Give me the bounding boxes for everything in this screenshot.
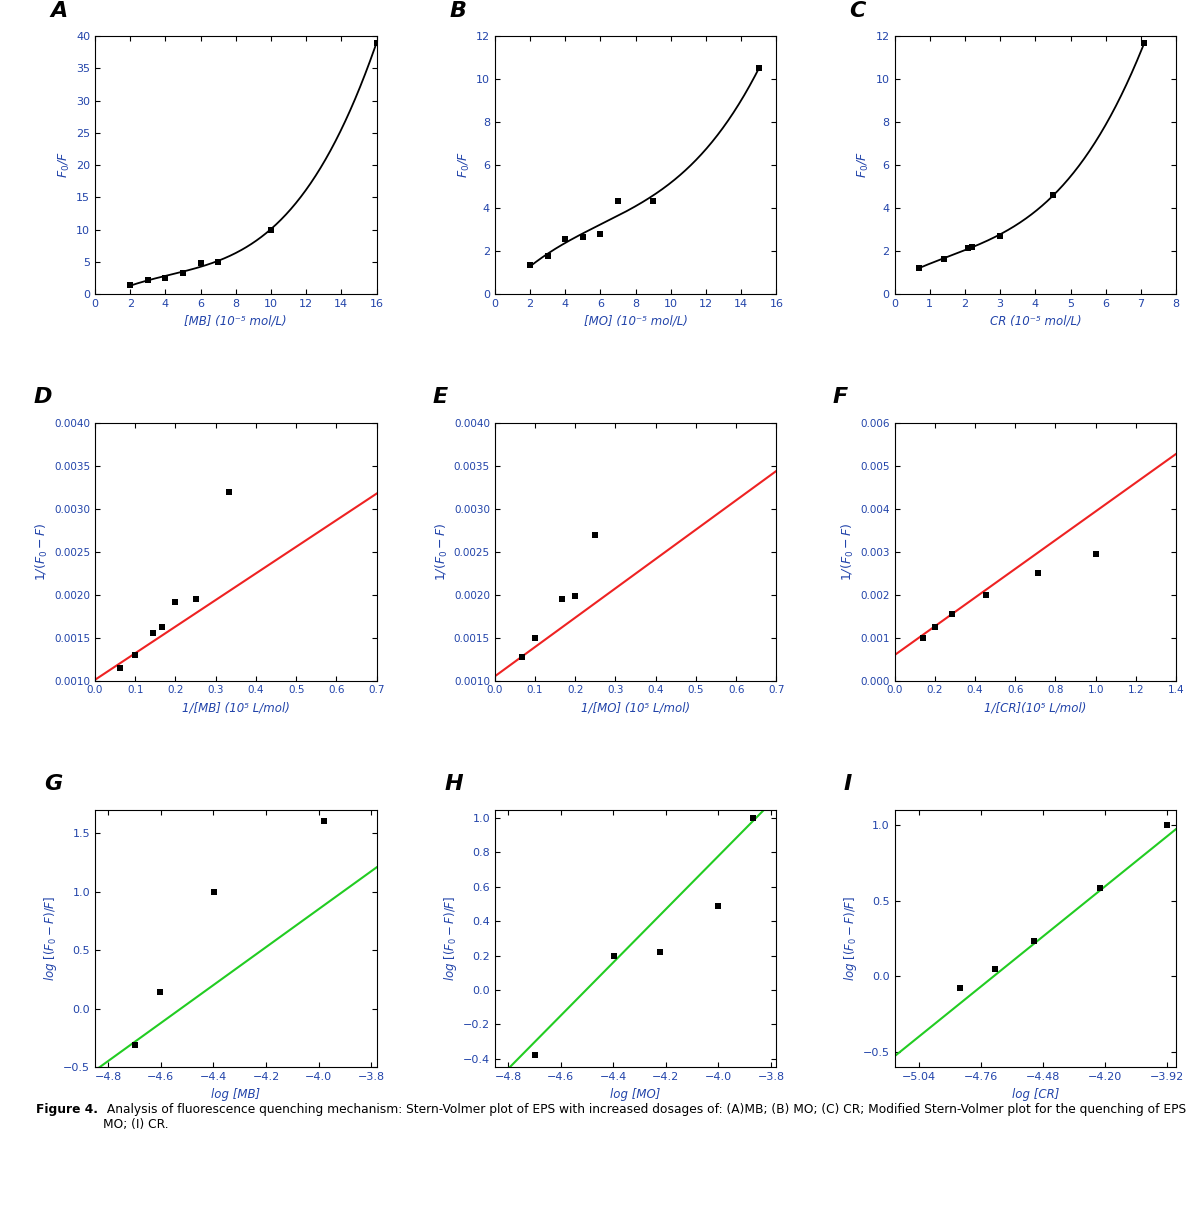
Text: C: C [849, 1, 866, 21]
X-axis label: log [MO]: log [MO] [611, 1088, 661, 1101]
X-axis label: [MO] (10⁻⁵ mol/L): [MO] (10⁻⁵ mol/L) [583, 315, 688, 327]
Y-axis label: $F_0$/$F$: $F_0$/$F$ [456, 152, 472, 178]
X-axis label: log [MB]: log [MB] [211, 1088, 260, 1101]
Text: D: D [33, 387, 51, 408]
Y-axis label: $F_0$/$F$: $F_0$/$F$ [57, 152, 72, 178]
Text: G: G [44, 774, 63, 794]
X-axis label: 1/[MO] (10⁵ L/mol): 1/[MO] (10⁵ L/mol) [581, 701, 690, 714]
X-axis label: 1/[MB] (10⁵ L/mol): 1/[MB] (10⁵ L/mol) [182, 701, 290, 714]
X-axis label: [MB] (10⁻⁵ mol/L): [MB] (10⁻⁵ mol/L) [184, 315, 287, 327]
X-axis label: CR (10⁻⁵ mol/L): CR (10⁻⁵ mol/L) [990, 315, 1081, 327]
Text: H: H [444, 774, 463, 794]
Text: B: B [450, 1, 467, 21]
Y-axis label: $1$/$( F_0 - F)$: $1$/$( F_0 - F)$ [434, 522, 450, 581]
Text: A: A [50, 1, 68, 21]
Text: F: F [833, 387, 848, 408]
Text: Analysis of fluorescence quenching mechanism: Stern-Volmer plot of EPS with incr: Analysis of fluorescence quenching mecha… [103, 1103, 1188, 1131]
Y-axis label: $1$/$( F_0 - F)$: $1$/$( F_0 - F)$ [33, 522, 50, 581]
X-axis label: 1/[CR](10⁵ L/mol): 1/[CR](10⁵ L/mol) [984, 701, 1087, 714]
Y-axis label: $log\ [(F_0-F)/F]$: $log\ [(F_0-F)/F]$ [442, 896, 459, 982]
Text: E: E [432, 387, 448, 408]
Y-axis label: $F_0$/$F$: $F_0$/$F$ [857, 152, 872, 178]
X-axis label: log [CR]: log [CR] [1012, 1088, 1059, 1101]
Y-axis label: $log\ [(F_0-F)/F]$: $log\ [(F_0-F)/F]$ [841, 896, 859, 982]
Text: Figure 4.: Figure 4. [36, 1103, 97, 1117]
Y-axis label: $1$/$( F_0 - F)$: $1$/$( F_0 - F)$ [840, 522, 857, 581]
Text: I: I [843, 774, 852, 794]
Y-axis label: $log\ [(F_0-F)/F]$: $log\ [(F_0-F)/F]$ [42, 896, 59, 982]
